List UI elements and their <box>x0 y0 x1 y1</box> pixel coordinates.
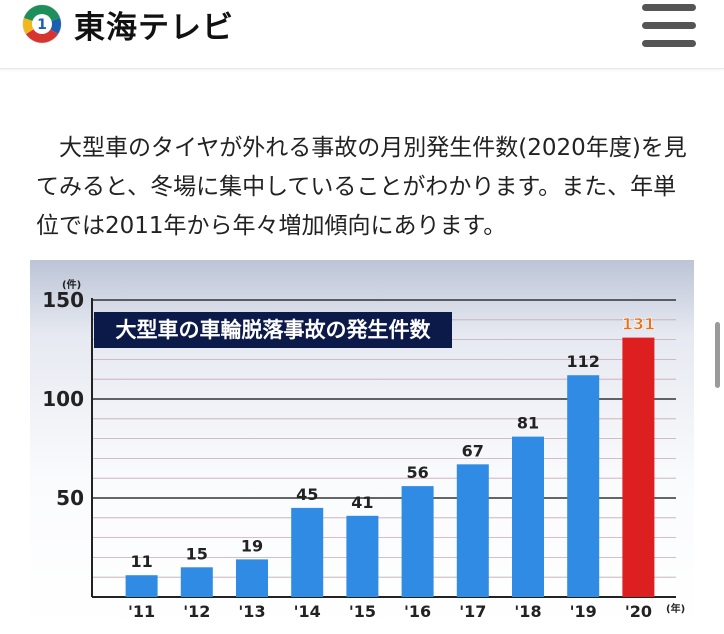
bar-value-label: 11 <box>130 552 152 571</box>
x-axis-unit: (年) <box>666 602 685 615</box>
bar <box>567 375 600 597</box>
menu-bar-icon <box>642 40 696 47</box>
bar-value-label: 131 <box>622 315 655 334</box>
bar <box>180 567 213 597</box>
site-header: 1 東海テレビ <box>0 0 724 69</box>
bar-value-label: 67 <box>462 441 484 460</box>
x-tick-label: '16 <box>404 602 431 621</box>
chart-bars <box>125 337 655 597</box>
bar-value-label: 45 <box>296 485 318 504</box>
bar <box>125 575 158 597</box>
bar-value-label: 41 <box>351 493 373 512</box>
bar-value-label: 112 <box>566 352 599 371</box>
chart-title-box <box>94 312 452 348</box>
logo-text: 東海テレビ <box>74 9 234 46</box>
x-tick-label: '18 <box>514 602 541 621</box>
bar <box>346 515 379 597</box>
y-tick-label: 50 <box>56 486 84 510</box>
bar <box>622 337 655 597</box>
bar-value-label: 19 <box>241 536 263 555</box>
x-tick-label: '13 <box>238 602 265 621</box>
y-axis-unit: (件) <box>62 278 81 291</box>
x-tick-label: '17 <box>459 602 486 621</box>
x-tick-label: '12 <box>183 602 210 621</box>
x-tick-label: '19 <box>570 602 597 621</box>
chart-x-tick-labels: '11 '12 '13 '14 '15 '16 '17 '18 '19 '20 <box>128 602 652 621</box>
chart-title: 大型車の車輪脱落事故の発生件数 <box>116 318 432 342</box>
bar-value-label: 81 <box>517 414 539 433</box>
x-tick-label: '11 <box>128 602 155 621</box>
x-tick-label: '15 <box>349 602 376 621</box>
bar-value-label: 56 <box>406 463 428 482</box>
menu-bar-icon <box>642 4 696 11</box>
bar <box>291 507 324 597</box>
y-tick-label: 150 <box>42 288 84 312</box>
chart-data-labels: 11 15 19 45 41 56 67 81 112 131 <box>130 314 655 571</box>
hamburger-menu-button[interactable] <box>642 4 696 48</box>
bar-value-label: 15 <box>186 544 208 563</box>
article-intro-text: 大型車のタイヤが外れる事故の月別発生件数(2020年度)を見てみると、冬場に集中… <box>36 135 687 239</box>
y-tick-label: 100 <box>42 387 84 411</box>
chart-y-tick-labels: 50 100 150 <box>42 288 84 510</box>
menu-bar-icon <box>642 22 696 29</box>
logo-mark-label: 1 <box>37 17 47 33</box>
bar <box>236 559 268 597</box>
bar <box>512 436 544 597</box>
x-tick-label: '14 <box>294 602 321 621</box>
site-logo[interactable]: 1 東海テレビ <box>22 4 234 46</box>
page-scrollbar[interactable] <box>715 322 720 388</box>
bar <box>456 464 489 597</box>
x-tick-label: '20 <box>625 602 652 621</box>
tokai-tv-logo-icon: 1 <box>22 4 62 44</box>
bar <box>401 486 434 597</box>
bar-chart: 11 15 19 45 41 56 67 81 112 131 '11'12'13'14'15'1… <box>30 260 694 630</box>
